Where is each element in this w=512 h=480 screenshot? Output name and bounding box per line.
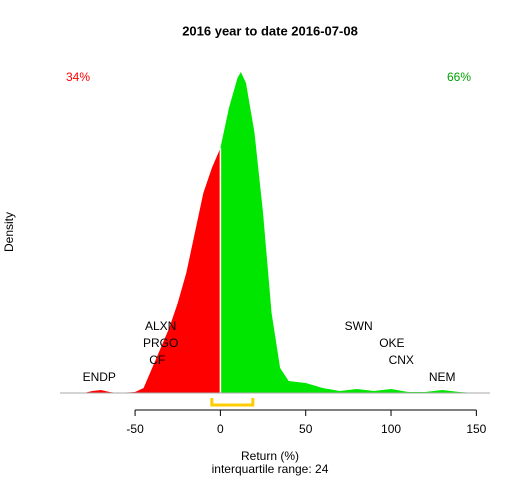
stock-label: ALXN bbox=[145, 319, 176, 333]
y-axis-label: Density bbox=[2, 212, 16, 252]
stock-label: SWN bbox=[345, 319, 373, 333]
stock-label: CF bbox=[149, 353, 165, 367]
subtitle: interquartile range: 24 bbox=[212, 462, 329, 476]
x-axis-label: Return (%) bbox=[241, 449, 299, 463]
chart-title: 2016 year to date 2016-07-08 bbox=[182, 23, 358, 38]
x-tick-label: 0 bbox=[217, 422, 224, 436]
x-tick-label: 50 bbox=[299, 422, 313, 436]
stock-label: PRGO bbox=[143, 336, 178, 350]
x-tick-label: 100 bbox=[381, 422, 401, 436]
density-area bbox=[83, 148, 221, 393]
share-label: 34% bbox=[66, 70, 90, 84]
share-label: 66% bbox=[447, 70, 471, 84]
stock-label: OKE bbox=[379, 336, 404, 350]
density-area bbox=[220, 72, 477, 393]
stock-label: NEM bbox=[429, 370, 456, 384]
x-tick-label: 150 bbox=[466, 422, 486, 436]
iqr-bracket bbox=[210, 398, 255, 407]
x-tick-label: -50 bbox=[126, 422, 144, 436]
stock-label: ENDP bbox=[83, 370, 116, 384]
stock-label: CNX bbox=[389, 353, 414, 367]
